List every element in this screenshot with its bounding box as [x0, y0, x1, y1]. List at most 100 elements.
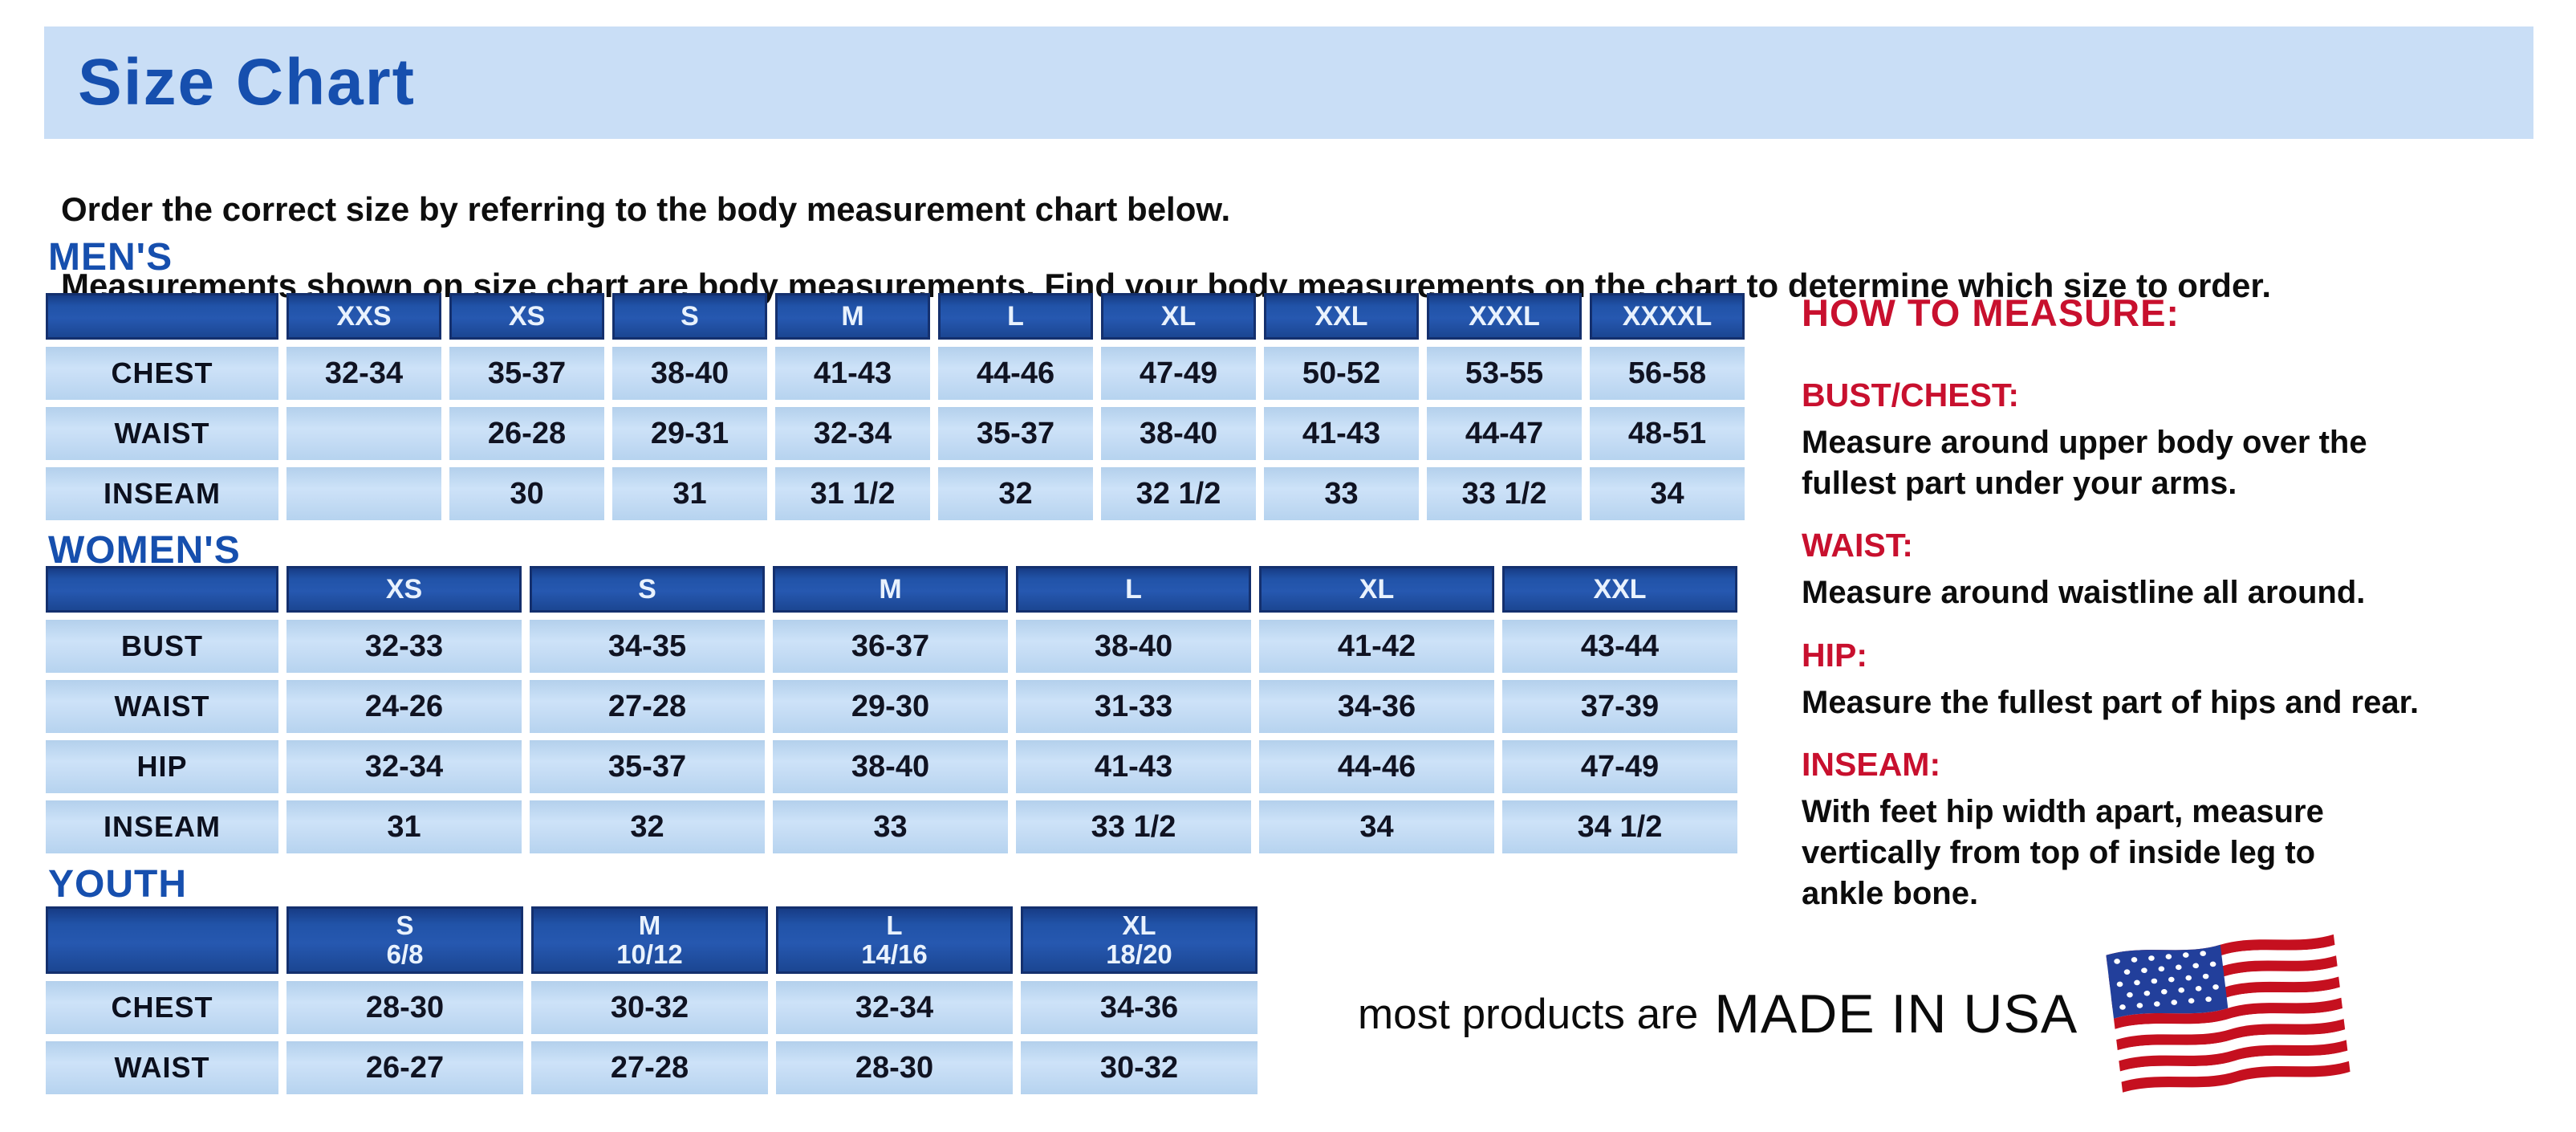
size-value-cell: 48-51: [1590, 407, 1745, 460]
size-value-cell: 26-27: [286, 1041, 523, 1094]
row-label: WAIST: [46, 1041, 278, 1094]
size-value-cell: 27-28: [530, 680, 765, 733]
size-column-header: M: [775, 293, 930, 340]
size-value-cell: 41-43: [1016, 740, 1251, 793]
row-label: WAIST: [46, 407, 278, 460]
size-sublabel: 14/16: [861, 939, 928, 969]
size-value-cell: 28-30: [286, 981, 523, 1034]
size-column-header: XXXXL: [1590, 293, 1745, 340]
row-label: WAIST: [46, 680, 278, 733]
title-banner: Size Chart: [44, 26, 2533, 139]
section-heading-youth: YOUTH: [48, 863, 187, 906]
size-column-header: XL: [1259, 566, 1494, 613]
table-row: CHEST 28-30 30-32 32-34 34-36: [46, 981, 1258, 1034]
mens-size-table: XXS XS S M L XL XXL XXXL XXXXL CHEST 32-34 35-37 38-…: [38, 286, 1753, 527]
size-column-header: XS: [449, 293, 604, 340]
measure-text: Measure the fullest part of hips and rea…: [1802, 684, 2420, 720]
size-column-header: XL: [1101, 293, 1256, 340]
size-value-cell: 31-33: [1016, 680, 1251, 733]
size-value-cell: 37-39: [1502, 680, 1737, 733]
size-value-cell: 36-37: [773, 620, 1008, 673]
size-value-cell: 33: [773, 800, 1008, 853]
size-value-cell: 35-37: [449, 347, 604, 400]
size-value-cell: 31: [286, 800, 522, 853]
size-value-cell: 38-40: [1016, 620, 1251, 673]
section-heading-womens: WOMEN'S: [48, 529, 241, 572]
size-value-cell: 41-43: [775, 347, 930, 400]
size-value-cell: 35-37: [530, 740, 765, 793]
size-value-cell: 43-44: [1502, 620, 1737, 673]
corner-cell: [46, 906, 278, 974]
size-label: XL: [1122, 910, 1156, 941]
size-value-cell: 44-46: [1259, 740, 1494, 793]
size-value-cell: 34: [1590, 467, 1745, 520]
how-to-measure-panel: HOW TO MEASURE: BUST/CHEST: Measure aroun…: [1802, 291, 2564, 914]
size-column-header: L: [938, 293, 1093, 340]
measure-text: Measure around upper body over the fulle…: [1802, 425, 2367, 502]
size-value-cell: 38-40: [1101, 407, 1256, 460]
row-label: BUST: [46, 620, 278, 673]
footer-prefix: most products are: [1358, 990, 1699, 1038]
size-value-cell: 56-58: [1590, 347, 1745, 400]
page-title: Size Chart: [78, 46, 416, 119]
size-value-cell: 38-40: [612, 347, 767, 400]
made-in-usa-text: MADE IN USA: [1714, 983, 2078, 1044]
row-label: INSEAM: [46, 800, 278, 853]
size-label: L: [886, 910, 903, 941]
size-label: M: [638, 910, 661, 941]
size-value-cell: 35-37: [938, 407, 1093, 460]
measure-text: Measure around waistline all around.: [1802, 575, 2366, 611]
size-value-cell: 34-36: [1259, 680, 1494, 733]
size-value-cell: 32: [530, 800, 765, 853]
size-value-cell: 34 1/2: [1502, 800, 1737, 853]
table-row: INSEAM 30 31 31 1/2 32 32 1/2 33 33 1/2 34: [46, 467, 1745, 520]
table-row: BUST 32-33 34-35 36-37 38-40 41-42 43-44: [46, 620, 1737, 673]
youth-size-table: S 6/8 M 10/12 L 14/16 XL 18/20 CHEST 28-30 30-32 32…: [38, 899, 1266, 1101]
size-sublabel: 6/8: [386, 939, 424, 969]
size-value-cell: 41-43: [1264, 407, 1419, 460]
size-value-cell: 31 1/2: [775, 467, 930, 520]
size-value-cell: 32 1/2: [1101, 467, 1256, 520]
size-value-cell: 27-28: [531, 1041, 768, 1094]
size-column-header: XL 18/20: [1021, 906, 1258, 974]
size-value-cell: 30: [449, 467, 604, 520]
size-value-cell: 24-26: [286, 680, 522, 733]
size-column-header: XS: [286, 566, 522, 613]
how-to-measure-sections: BUST/CHEST: Measure around upper body ove…: [1802, 377, 2564, 914]
size-value-cell: 47-49: [1502, 740, 1737, 793]
size-value-cell: 26-28: [449, 407, 604, 460]
size-column-header: XXXL: [1427, 293, 1582, 340]
size-column-header: S: [612, 293, 767, 340]
intro-line-1: Order the correct size by referring to t…: [61, 190, 1231, 229]
measure-label: HIP:: [1802, 636, 1867, 674]
size-column-header: XXL: [1264, 293, 1419, 340]
size-column-header: M 10/12: [531, 906, 768, 974]
size-value-cell: 38-40: [773, 740, 1008, 793]
made-in-usa-footer: most products are MADE IN USA: [1358, 930, 2350, 1098]
corner-cell: [46, 566, 278, 613]
size-value-cell: [286, 467, 441, 520]
size-value-cell: 34-36: [1021, 981, 1258, 1034]
table-row: WAIST 26-27 27-28 28-30 30-32: [46, 1041, 1258, 1094]
size-column-header: L: [1016, 566, 1251, 613]
size-value-cell: 50-52: [1264, 347, 1419, 400]
measure-text: With feet hip width apart, measure verti…: [1802, 793, 2324, 912]
size-column-header: XXS: [286, 293, 441, 340]
size-value-cell: 30-32: [1021, 1041, 1258, 1094]
size-value-cell: 32-34: [286, 347, 441, 400]
size-value-cell: 44-46: [938, 347, 1093, 400]
size-value-cell: 32-34: [286, 740, 522, 793]
row-label: INSEAM: [46, 467, 278, 520]
size-value-cell: 34-35: [530, 620, 765, 673]
size-value-cell: 28-30: [776, 1041, 1013, 1094]
size-value-cell: 33: [1264, 467, 1419, 520]
size-value-cell: 31: [612, 467, 767, 520]
corner-cell: [46, 293, 278, 340]
size-label: S: [396, 910, 414, 941]
size-column-header: L 14/16: [776, 906, 1013, 974]
table-row: CHEST 32-34 35-37 38-40 41-43 44-46 47-49 50-52…: [46, 347, 1745, 400]
row-label: CHEST: [46, 347, 278, 400]
how-to-measure-heading: HOW TO MEASURE:: [1802, 291, 2180, 334]
size-value-cell: 53-55: [1427, 347, 1582, 400]
